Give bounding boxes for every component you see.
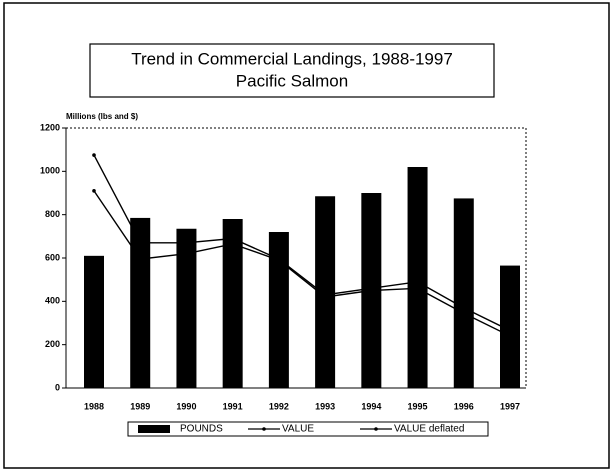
- x-tick-label: 1990: [176, 401, 196, 411]
- y-tick-label: 0: [55, 382, 60, 392]
- bar: [453, 198, 474, 388]
- y-tick-label: 1000: [40, 166, 60, 176]
- bar: [222, 219, 243, 388]
- point: [138, 241, 143, 245]
- point: [230, 242, 235, 246]
- bar: [268, 232, 289, 388]
- point: [415, 280, 420, 284]
- point: [92, 153, 96, 157]
- x-tick-label: 1994: [361, 401, 381, 411]
- y-axis-label: Millions (lbs and $): [66, 112, 138, 121]
- line: [93, 154, 511, 332]
- legend-label: POUNDS: [180, 424, 223, 435]
- x-tick-label: 1989: [130, 401, 150, 411]
- point: [508, 334, 512, 338]
- point: [230, 236, 235, 241]
- bar: [407, 167, 428, 388]
- x-tick-label: 1988: [84, 401, 104, 411]
- point: [461, 306, 466, 310]
- bar: [130, 217, 151, 388]
- legend-label: VALUE deflated: [394, 424, 464, 435]
- x-tick-label: 1997: [500, 401, 520, 411]
- x-tick-label: 1992: [269, 401, 289, 411]
- x-tick-label: 1993: [315, 401, 335, 411]
- legend-label: VALUE: [282, 424, 314, 435]
- y-tick-label: 600: [45, 252, 60, 262]
- point: [508, 328, 512, 333]
- y-tick-label: 800: [45, 209, 60, 219]
- legend-marker: [262, 427, 266, 431]
- bar: [500, 265, 520, 388]
- point: [184, 251, 189, 256]
- legend-swatch: [138, 425, 170, 433]
- bar: [84, 255, 104, 388]
- x-tick-label: 1995: [408, 401, 428, 411]
- chart-title: Trend in Commercial Landings, 1988-1997: [131, 49, 453, 68]
- point: [92, 189, 96, 193]
- y-tick-label: 400: [45, 296, 60, 306]
- chart-subtitle: Pacific Salmon: [236, 71, 348, 90]
- point: [138, 257, 143, 261]
- frame: [3, 2, 610, 469]
- point: [369, 286, 374, 291]
- x-tick-label: 1991: [223, 401, 243, 411]
- point: [461, 311, 466, 316]
- legend-box: [127, 421, 489, 437]
- point: [184, 241, 189, 245]
- x-tick-label: 1996: [454, 401, 474, 411]
- title-box: [89, 43, 495, 98]
- line: [93, 190, 511, 337]
- y-tick-label: 200: [45, 339, 60, 349]
- y-tick-label: 1200: [40, 122, 60, 132]
- point: [323, 293, 327, 297]
- bar: [315, 196, 336, 388]
- point: [415, 286, 420, 291]
- bar: [176, 228, 197, 388]
- point: [277, 257, 281, 261]
- legend-marker: [374, 427, 378, 431]
